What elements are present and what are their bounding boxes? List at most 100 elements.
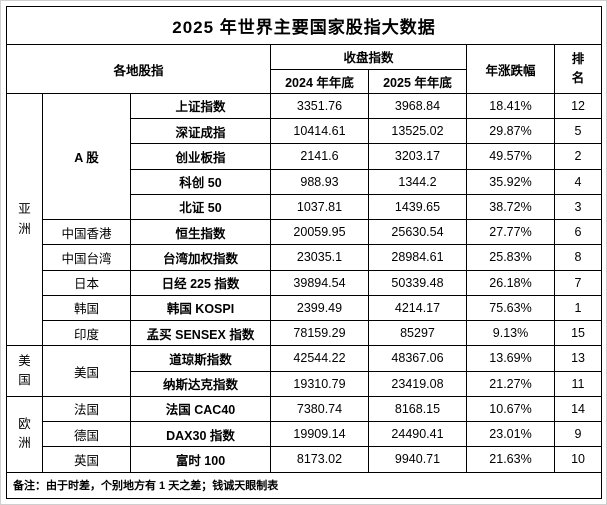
change-cell: 13.69% [466, 345, 555, 372]
close-2025-cell: 4214.17 [368, 294, 467, 322]
index-name-cell: 深证成指 [130, 118, 271, 145]
region-cell-america: 美国 [6, 345, 43, 397]
index-name-cell: DAX30 指数 [130, 421, 271, 448]
index-name-cell: 富时 100 [130, 446, 271, 473]
region-cell-europe: 欧洲 [6, 395, 43, 473]
close-2024-cell: 10414.61 [270, 118, 369, 145]
close-2024-cell: 19310.79 [270, 370, 369, 397]
header-row-2: 2024 年年底 2025 年年底 [7, 68, 602, 94]
change-cell: 23.01% [466, 421, 555, 448]
rank-cell: 10 [553, 446, 603, 473]
title-row: 2025 年世界主要国家股指大数据 [5, 5, 603, 46]
close-2025-cell: 28984.61 [368, 244, 467, 271]
close-2025-cell: 85297 [368, 320, 467, 347]
rank-cell: 8 [553, 244, 603, 271]
table-row: 中国香港 恒生指数 20059.95 25630.54 27.77% 6 [7, 219, 603, 246]
index-name-cell: 创业板指 [130, 143, 271, 170]
close-2025-cell: 24490.41 [368, 421, 467, 448]
table-row: 韩国 韩国 KOSPI 2399.49 4214.17 75.63% 1 [7, 294, 603, 322]
table-row: 创业板指 2141.6 3203.17 49.57% 2 [7, 143, 603, 170]
rank-cell: 13 [553, 345, 603, 372]
header-year-2024: 2024 年年底 [270, 68, 369, 94]
close-2025-cell: 1439.65 [368, 193, 467, 221]
close-2024-cell: 20059.95 [270, 219, 369, 246]
table-row: 德国 DAX30 指数 19909.14 24490.41 23.01% 9 [7, 421, 603, 448]
table-row: 日本 日经 225 指数 39894.54 50339.48 26.18% 7 [7, 269, 603, 296]
region-cell-asia: 亚洲 [6, 92, 43, 347]
close-2024-cell: 2141.6 [270, 143, 369, 170]
country-cell-india: 印度 [42, 320, 131, 347]
close-2024-cell: 3351.76 [270, 92, 369, 120]
change-cell: 49.57% [466, 143, 555, 170]
header-close-group: 收盘指数 [270, 44, 467, 70]
table-row: 英国 富时 100 8173.02 9940.71 21.63% 10 [7, 446, 603, 473]
table-row: 印度 孟买 SENSEX 指数 78159.29 85297 9.13% 15 [7, 320, 603, 347]
index-name-cell: 北证 50 [130, 193, 271, 221]
country-cell-taiwan: 中国台湾 [42, 244, 131, 271]
close-2025-cell: 25630.54 [368, 219, 467, 246]
close-2024-cell: 78159.29 [270, 320, 369, 347]
index-name-cell: 纳斯达克指数 [130, 370, 271, 397]
index-name-cell: 上证指数 [130, 92, 271, 120]
rank-cell: 6 [553, 219, 603, 246]
close-2025-cell: 3203.17 [368, 143, 467, 170]
close-2025-cell: 50339.48 [368, 269, 467, 296]
change-cell: 35.92% [466, 168, 555, 195]
close-2024-cell: 988.93 [270, 168, 369, 195]
close-2025-cell: 8168.15 [368, 395, 467, 423]
country-cell-germany: 德国 [42, 421, 131, 448]
region-europe-label: 欧洲 [18, 416, 31, 451]
table-row: 深证成指 10414.61 13525.02 29.87% 5 [7, 118, 603, 145]
rank-cell: 2 [553, 143, 603, 170]
country-cell-japan: 日本 [42, 269, 131, 296]
change-cell: 18.41% [466, 92, 555, 120]
region-america-label: 美国 [18, 353, 31, 388]
index-name-cell: 道琼斯指数 [130, 345, 271, 372]
country-cell-uk: 英国 [42, 446, 131, 473]
header-rank: 排名 [553, 44, 603, 94]
change-cell: 21.63% [466, 446, 555, 473]
change-cell: 9.13% [466, 320, 555, 347]
close-2025-cell: 1344.2 [368, 168, 467, 195]
close-2024-cell: 7380.74 [270, 395, 369, 423]
region-asia-label: 亚洲 [18, 202, 31, 236]
close-2024-cell: 2399.49 [270, 294, 369, 322]
change-cell: 75.63% [466, 294, 555, 322]
page-title: 2025 年世界主要国家股指大数据 [5, 5, 603, 46]
close-2025-cell: 3968.84 [368, 92, 467, 120]
table-row: 纳斯达克指数 19310.79 23419.08 21.27% 11 [7, 370, 603, 397]
rank-cell: 15 [553, 320, 603, 347]
header-change: 年涨跌幅 [466, 44, 555, 94]
country-cell-a-share: A 股 [42, 92, 131, 221]
rank-cell: 14 [553, 395, 603, 423]
close-2025-cell: 9940.71 [368, 446, 467, 473]
change-cell: 21.27% [466, 370, 555, 397]
rank-cell: 5 [553, 118, 603, 145]
index-name-cell: 恒生指数 [130, 219, 271, 246]
change-cell: 26.18% [466, 269, 555, 296]
change-cell: 25.83% [466, 244, 555, 271]
table-row: 欧洲 法国 法国 CAC40 7380.74 8168.15 10.67% 14 [6, 395, 603, 473]
close-2024-cell: 8173.02 [270, 446, 369, 473]
close-2024-cell: 1037.81 [270, 193, 369, 221]
close-2024-cell: 23035.1 [270, 244, 369, 271]
rank-cell: 4 [553, 168, 603, 195]
close-2024-cell: 42544.22 [270, 345, 369, 372]
country-cell-korea: 韩国 [42, 294, 131, 322]
rank-cell: 3 [553, 193, 603, 221]
close-2024-cell: 39894.54 [270, 269, 369, 296]
close-2025-cell: 13525.02 [368, 118, 467, 145]
index-name-cell: 科创 50 [130, 168, 271, 195]
rank-cell: 7 [553, 269, 603, 296]
footer-row: 备注：由于时差，个别地方有 1 天之差；钱诚天眼制表 [5, 471, 603, 500]
table-row: 亚洲 A 股 上证指数 3351.76 3968.84 18.41% 1 2 [6, 92, 603, 347]
change-cell: 29.87% [466, 118, 555, 145]
table-row: 北证 50 1037.81 1439.65 38.72% 3 [7, 193, 603, 221]
rank-cell: 9 [553, 421, 603, 448]
rank-cell: 1 [553, 294, 603, 322]
index-name-cell: 韩国 KOSPI [130, 294, 271, 322]
change-cell: 10.67% [466, 395, 555, 423]
header-region-group: 各地股指 [6, 44, 271, 94]
index-name-cell: 法国 CAC40 [130, 395, 271, 423]
